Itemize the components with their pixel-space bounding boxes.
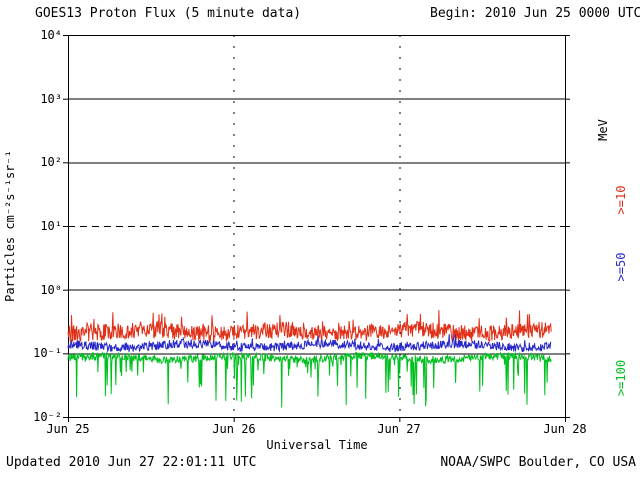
legend-ge50: >=50: [614, 252, 628, 282]
y-tick-1e4: 10⁴: [40, 28, 62, 42]
series-line->=50: [67, 333, 552, 354]
y-tick-1e3: 10³: [40, 92, 62, 106]
x-tick-jun26: Jun 26: [212, 422, 256, 436]
legend-ge10: >=10: [614, 185, 628, 215]
plot-frame: [68, 35, 566, 418]
right-axis-unit-label: MeV: [596, 119, 610, 141]
x-axis-label: Universal Time: [266, 438, 368, 452]
y-tick-1e1: 10¹: [40, 219, 62, 233]
series-line->=100: [67, 351, 552, 408]
begin-timestamp: Begin: 2010 Jun 25 0000 UTC: [430, 6, 640, 21]
y-axis-label: Particles cm⁻²s⁻¹sr⁻¹: [3, 150, 17, 302]
y-tick-1e-2: 10⁻²: [33, 410, 62, 424]
x-tick-jun25: Jun 25: [46, 422, 90, 436]
x-tick-jun28: Jun 28: [543, 422, 587, 436]
legend-ge100: >=100: [614, 359, 628, 397]
updated-timestamp: Updated 2010 Jun 27 22:01:11 UTC: [6, 455, 257, 470]
series-line->=10: [67, 310, 552, 344]
y-tick-1e0: 10⁰: [40, 283, 62, 297]
y-tick-1e2: 10²: [40, 155, 62, 169]
x-tick-jun27: Jun 27: [377, 422, 421, 436]
y-tick-1e-1: 10⁻¹: [33, 346, 62, 360]
source-attribution: NOAA/SWPC Boulder, CO USA: [440, 455, 636, 470]
chart-title: GOES13 Proton Flux (5 minute data): [35, 6, 302, 21]
